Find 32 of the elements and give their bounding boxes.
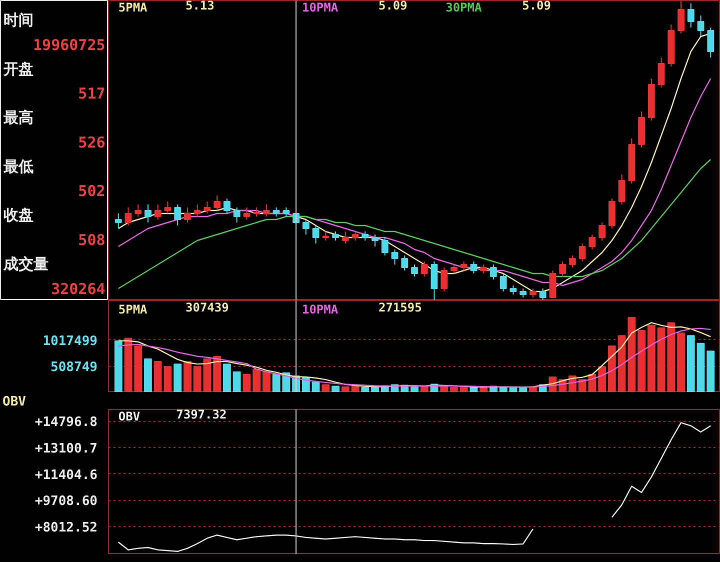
annotation: 7397.32 (176, 408, 227, 422)
text: 开盘 (2, 60, 34, 78)
annotation: 271595 (378, 300, 422, 314)
annotation: 5.13 (185, 0, 214, 12)
annotation: 5.09 (522, 0, 551, 12)
text: 最高 (2, 108, 34, 127)
y-tick-label: +11404.6 (34, 468, 98, 483)
annotation: 307439 (185, 300, 229, 314)
text: 517 (78, 84, 106, 103)
text: 502 (78, 182, 106, 200)
text: 最低 (2, 157, 34, 176)
text: 10PMA (302, 0, 339, 14)
y-tick-label: +13100.7 (34, 441, 98, 456)
text: 时间 (4, 11, 34, 30)
text: 10PMA (302, 302, 339, 316)
annotation: OBV (118, 410, 140, 424)
text: 成交量 (2, 254, 49, 273)
text: 30PMA (446, 0, 482, 14)
text: 5PMA (118, 0, 148, 14)
text: 320264 (51, 280, 106, 298)
annotation: 5.09 (378, 0, 408, 12)
text: 508 (78, 231, 106, 250)
y-tick-label: 508749 (50, 360, 98, 376)
y-axis-title: OBV (2, 394, 26, 410)
text: 5PMA (118, 302, 148, 316)
text: 收盘 (4, 206, 34, 224)
y-tick-label: +9708.60 (34, 494, 98, 510)
y-tick-label: +14796.8 (34, 415, 98, 430)
text: 19960725 (33, 36, 106, 54)
text: 526 (78, 133, 106, 152)
y-tick-label: +8012.52 (34, 520, 98, 536)
y-tick-label: 1017499 (42, 334, 98, 349)
